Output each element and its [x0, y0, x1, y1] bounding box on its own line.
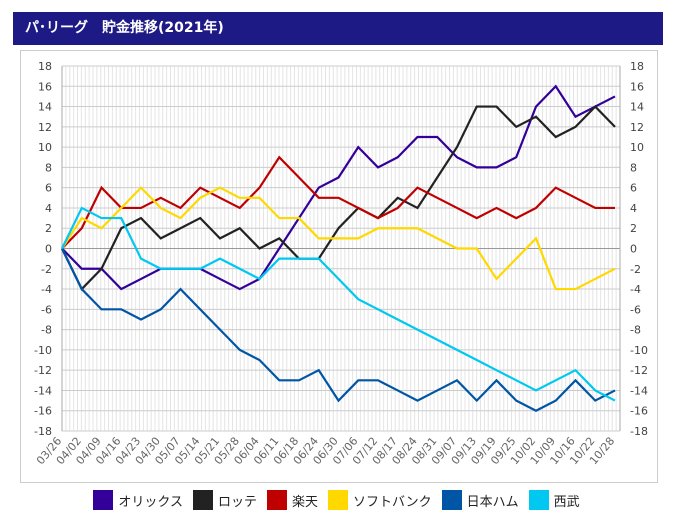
y-tick-label-right: 14 [630, 101, 644, 114]
y-tick-label-right: 18 [630, 60, 644, 73]
y-tick-label-left: -2 [41, 263, 52, 276]
legend-item[interactable]: 西武 [528, 490, 580, 510]
legend-label: オリックス [118, 494, 183, 510]
y-tick-label-left: 12 [38, 121, 52, 134]
y-tick-label-right: -12 [630, 364, 648, 377]
y-tick-label-right: 0 [630, 243, 637, 256]
y-tick-label-right: -2 [630, 263, 641, 276]
series-line-楽天 [61, 155, 615, 250]
y-tick-label-left: 18 [38, 60, 52, 73]
y-tick-label-right: 6 [630, 182, 637, 195]
legend-swatch [93, 490, 114, 510]
series-line-日本ハム [61, 248, 616, 412]
legend-item[interactable]: 楽天 [266, 490, 318, 510]
chart-title: パ･リーグ 貯金推移(2021年) [13, 12, 663, 45]
legend-swatch [327, 490, 348, 510]
y-tick-label-left: 14 [38, 101, 52, 114]
y-tick-label-right: -14 [630, 384, 648, 397]
y-tick-label-left: -18 [34, 425, 52, 438]
y-tick-label-left: 8 [45, 161, 52, 174]
legend-item[interactable]: ロッテ [192, 490, 257, 510]
series-line-ロッテ [61, 104, 616, 291]
legend-label: 楽天 [291, 494, 318, 510]
series-line-ソフトバンク [61, 186, 616, 291]
legend-label: 日本ハム [466, 494, 519, 510]
y-tick-label-right: 10 [630, 141, 644, 154]
y-tick-label-right: -4 [630, 283, 641, 296]
y-tick-label-left: 10 [38, 141, 52, 154]
y-tick-label-right: 12 [630, 121, 644, 134]
y-tick-label-left: 6 [45, 182, 52, 195]
y-tick-label-left: -14 [34, 384, 52, 397]
y-tick-label-left: 0 [45, 243, 52, 256]
y-tick-label-right: 4 [630, 202, 637, 215]
y-tick-label-left: -4 [41, 283, 52, 296]
y-tick-label-right: -6 [630, 303, 641, 316]
y-tick-label-left: -8 [41, 324, 52, 337]
legend-swatch [528, 490, 549, 510]
y-tick-label-left: 4 [45, 202, 52, 215]
legend-swatch [192, 490, 213, 510]
y-tick-label-right: -18 [630, 425, 648, 438]
legend-label: ロッテ [217, 494, 257, 510]
y-tick-label-right: 2 [630, 222, 637, 235]
legend-item[interactable]: オリックス [93, 490, 183, 510]
chart-frame [20, 50, 658, 483]
legend-item[interactable]: ソフトバンク [327, 490, 432, 510]
y-tick-label-right: -16 [630, 405, 648, 418]
y-tick-label-left: -16 [34, 405, 52, 418]
y-tick-label-right: -10 [630, 344, 648, 357]
y-tick-label-right: 8 [630, 161, 637, 174]
legend-swatch [266, 490, 287, 510]
series-line-オリックス [61, 84, 616, 291]
y-tick-label-left: -10 [34, 344, 52, 357]
legend-label: ソフトバンク [352, 494, 432, 510]
y-tick-label-left: 16 [38, 80, 52, 93]
legend-swatch [441, 490, 462, 510]
y-tick-label-left: -6 [41, 303, 52, 316]
y-tick-label-left: -12 [34, 364, 52, 377]
y-tick-label-right: 16 [630, 80, 644, 93]
y-tick-label-left: 2 [45, 222, 52, 235]
legend: オリックス ロッテ 楽天 ソフトバンク 日本ハム 西武 [0, 490, 673, 514]
legend-label: 西武 [553, 494, 580, 510]
y-tick-label-right: -8 [630, 324, 641, 337]
series-line-西武 [61, 206, 616, 402]
legend-item[interactable]: 日本ハム [441, 490, 519, 510]
line-chart: 18 18 16 16 14 14 12 12 10 10 8 8 6 6 4 4 2 2 0 0 -2 -2 -4 -4 -6… [34, 60, 648, 467]
